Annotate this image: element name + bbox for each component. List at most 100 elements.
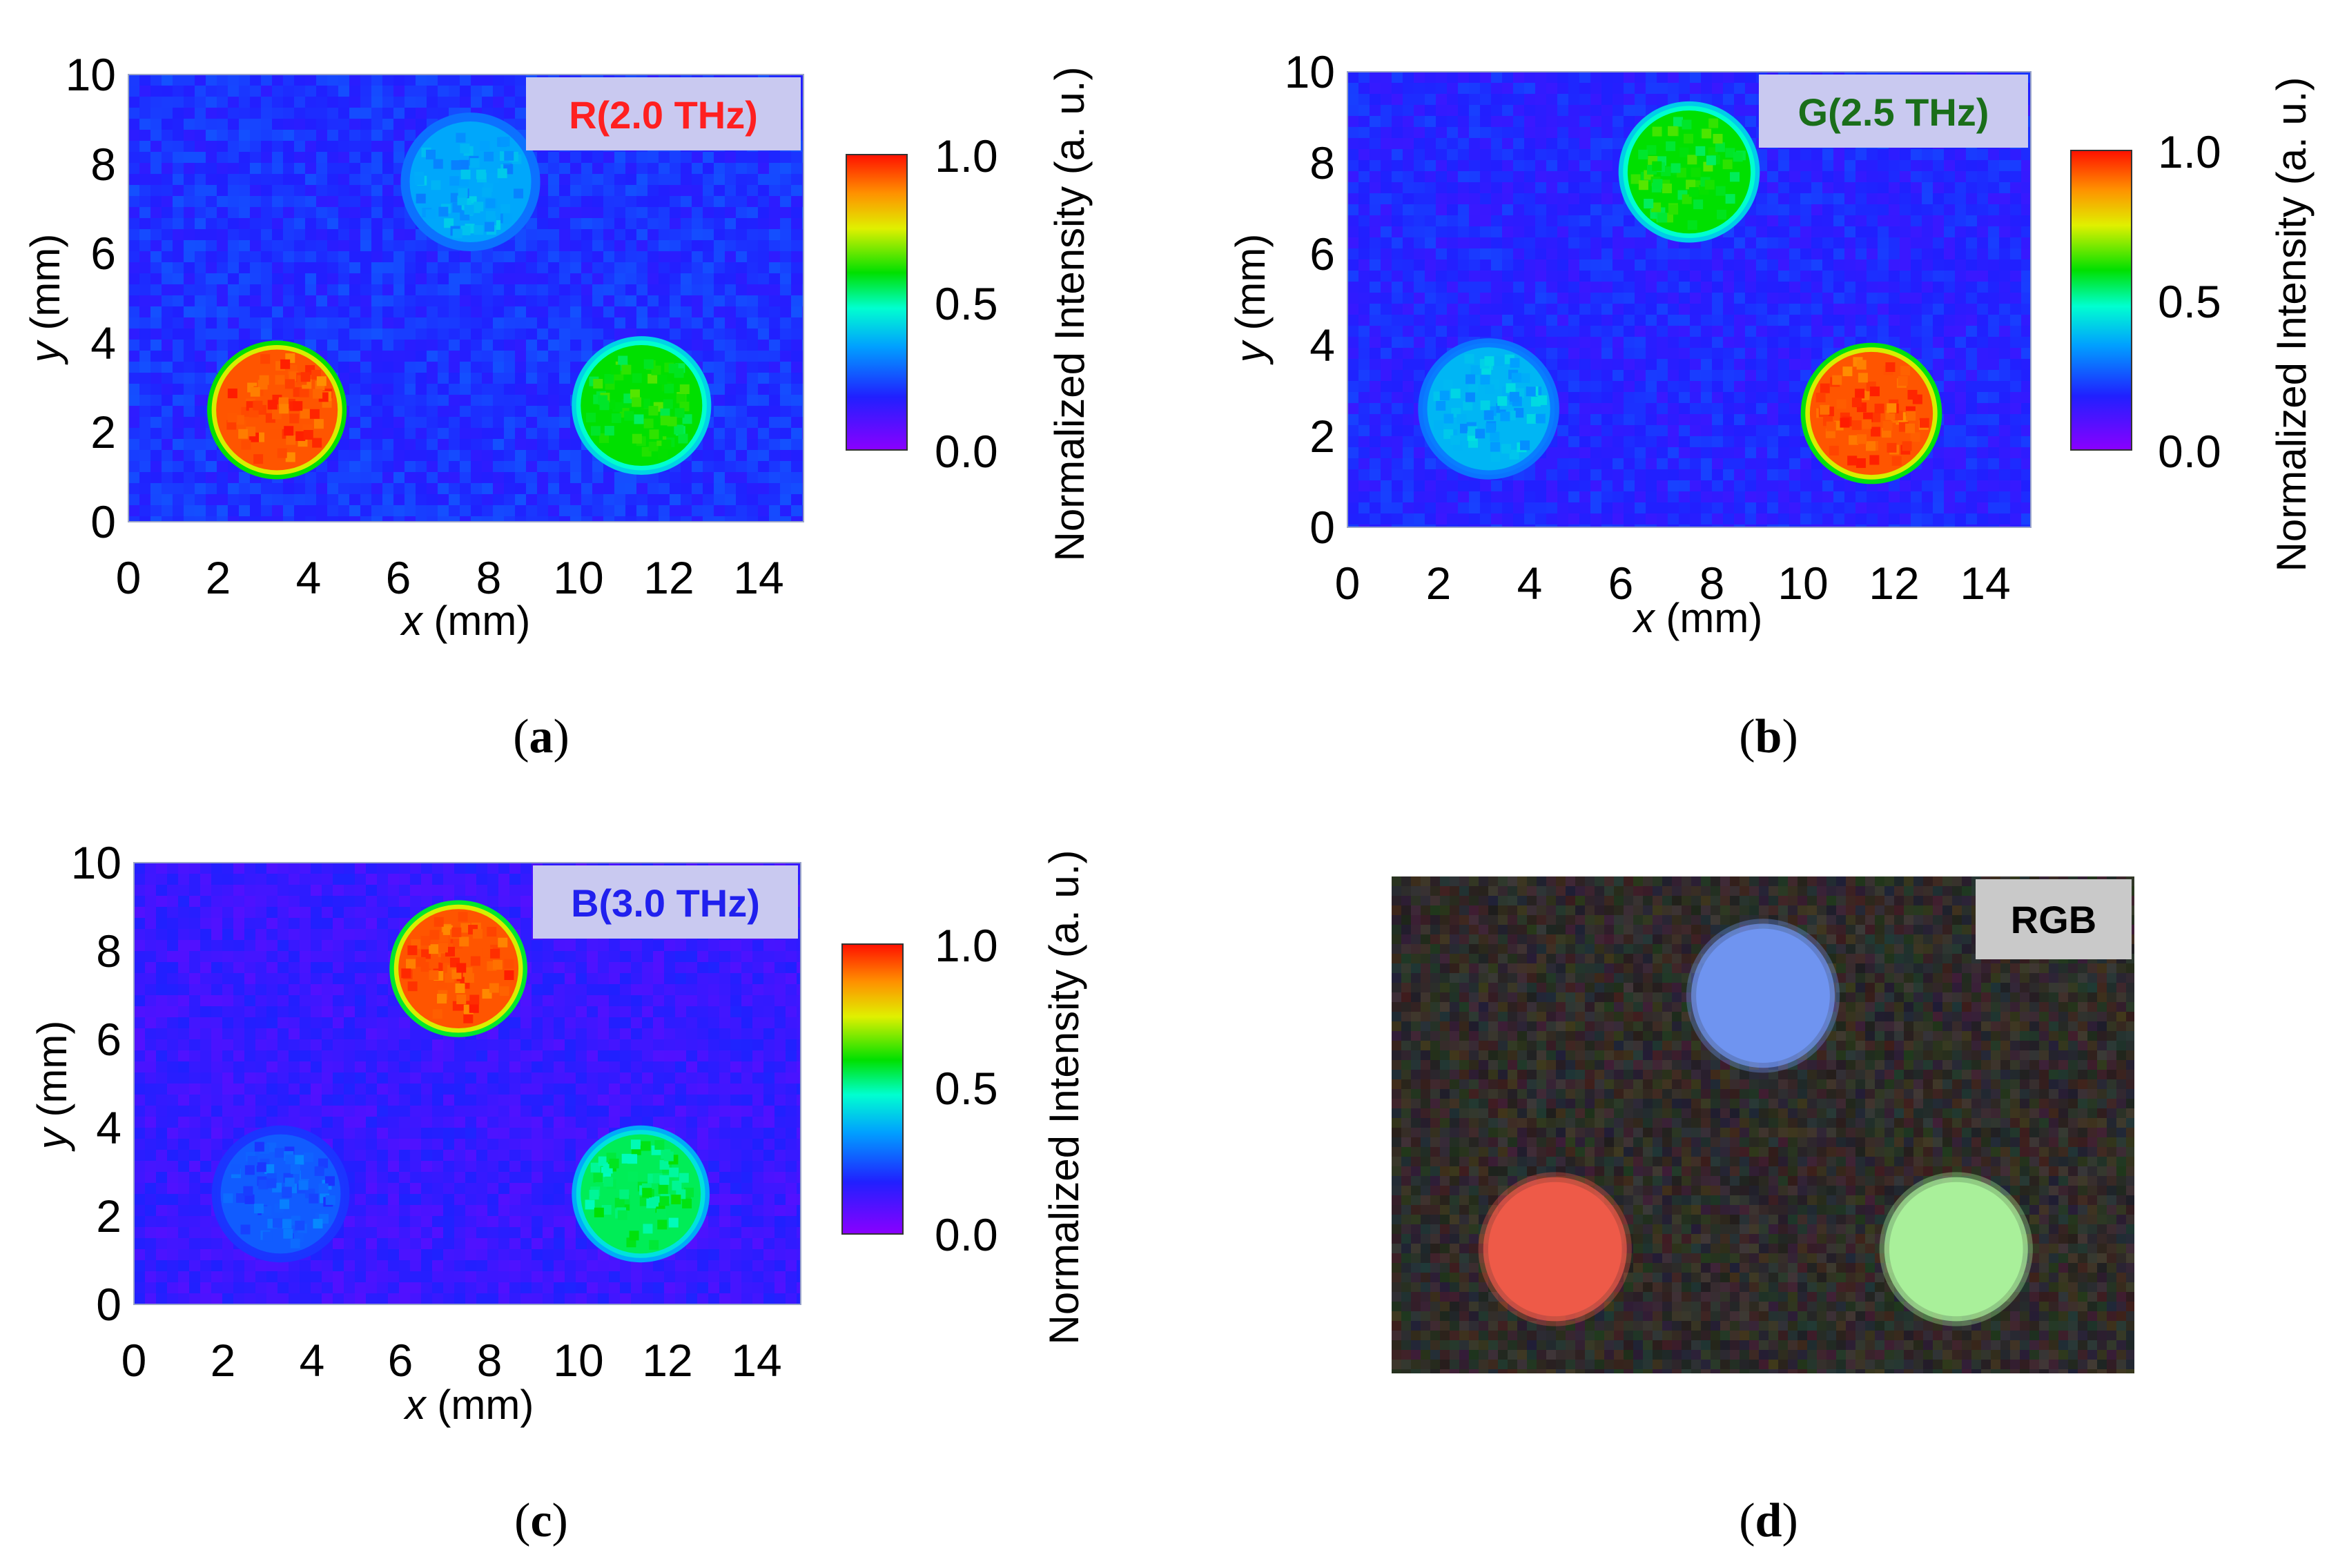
noise-cell <box>1535 293 1546 304</box>
noise-cell <box>1922 304 1933 315</box>
noise-cell <box>272 119 283 130</box>
noise-cell <box>305 251 316 262</box>
noise-cell <box>1668 271 1679 282</box>
noise-cell <box>405 284 416 295</box>
noise-cell <box>1734 293 1745 304</box>
spot-pixel <box>648 406 659 416</box>
noise-cell <box>1712 83 1723 94</box>
noise-cell <box>471 317 482 329</box>
noise-cell <box>1370 337 1381 348</box>
noise-cell <box>1635 326 1646 337</box>
noise-cell <box>603 483 614 494</box>
spot-pixel <box>267 400 277 410</box>
noise-cell <box>228 306 239 317</box>
noise-cell <box>1778 193 1789 204</box>
noise-cell <box>460 439 471 450</box>
noise-cell <box>1458 94 1469 105</box>
noise-cell <box>150 351 162 362</box>
noise-cell <box>758 174 769 185</box>
noise-cell <box>1557 392 1568 403</box>
noise-cell <box>1767 381 1778 392</box>
noise-cell <box>294 185 305 196</box>
noise-cell <box>283 251 294 262</box>
spot-pixel <box>503 213 513 224</box>
noise-cell <box>405 483 416 494</box>
noise-cell <box>1403 359 1414 370</box>
noise-cell <box>162 439 173 450</box>
noise-cell <box>1557 282 1568 293</box>
noise-cell <box>2021 436 2031 447</box>
noise-cell <box>1966 392 1977 403</box>
noise-cell <box>526 362 537 373</box>
noise-cell <box>1458 182 1469 193</box>
noise-cell <box>1657 447 1668 458</box>
noise-cell <box>1579 215 1590 226</box>
noise-cell <box>1911 326 1922 337</box>
noise-cell <box>1922 337 1933 348</box>
noise-cell <box>371 494 382 505</box>
noise-cell <box>515 461 526 472</box>
noise-cell <box>217 262 228 273</box>
noise-cell <box>405 494 416 505</box>
y-tick-label: 0 <box>90 496 116 547</box>
noise-cell <box>1546 315 1557 326</box>
noise-cell <box>139 141 150 152</box>
noise-cell <box>1723 304 1734 315</box>
noise-cell <box>1723 237 1734 248</box>
noise-cell <box>1392 304 1403 315</box>
noise-cell <box>1855 226 1867 237</box>
noise-cell <box>1613 226 1624 237</box>
noise-cell <box>1635 315 1646 326</box>
noise-cell <box>206 240 217 251</box>
noise-cell <box>1370 370 1381 381</box>
noise-cell <box>416 406 427 417</box>
noise-cell <box>1767 182 1778 193</box>
noise-cell <box>769 207 780 218</box>
noise-cell <box>1800 149 1811 160</box>
noise-cell <box>1347 226 1358 237</box>
noise-cell <box>1403 72 1414 83</box>
noise-cell <box>1601 381 1613 392</box>
noise-cell <box>184 229 195 240</box>
noise-cell <box>482 439 493 450</box>
noise-cell <box>1370 414 1381 425</box>
noise-cell <box>173 428 184 439</box>
panel-a: R(2.0 THz) 0 2 4 6 8 10 12 14 0 2 4 6 8 … <box>22 49 1093 763</box>
noise-cell <box>1624 83 1635 94</box>
noise-cell <box>1800 359 1811 370</box>
noise-cell <box>128 251 139 262</box>
noise-cell <box>438 86 449 97</box>
noise-cell <box>1370 171 1381 182</box>
noise-cell <box>128 163 139 174</box>
noise-cell <box>261 273 272 284</box>
noise-cell <box>371 329 382 340</box>
noise-cell <box>150 505 162 516</box>
noise-cell <box>758 494 769 505</box>
noise-cell <box>427 86 438 97</box>
noise-cell <box>1358 425 1370 436</box>
noise-cell <box>636 262 647 273</box>
noise-cell <box>382 141 393 152</box>
noise-cell <box>316 163 327 174</box>
noise-cell <box>139 218 150 229</box>
noise-cell <box>1679 304 1690 315</box>
noise-cell <box>405 108 416 119</box>
noise-cell <box>548 306 559 317</box>
noise-cell <box>758 472 769 483</box>
noise-cell <box>250 295 261 306</box>
noise-cell <box>1436 204 1447 215</box>
noise-cell <box>1590 105 1601 116</box>
noise-cell <box>725 317 736 329</box>
noise-cell <box>162 428 173 439</box>
noise-cell <box>1513 127 1524 138</box>
noise-cell <box>1878 215 1889 226</box>
noise-cell <box>261 218 272 229</box>
noise-cell <box>1900 259 1911 271</box>
noise-cell <box>1911 226 1922 237</box>
noise-cell <box>725 196 736 207</box>
noise-cell <box>471 86 482 97</box>
noise-cell <box>228 273 239 284</box>
noise-cell <box>128 108 139 119</box>
noise-cell <box>1546 127 1557 138</box>
noise-cell <box>1668 414 1679 425</box>
